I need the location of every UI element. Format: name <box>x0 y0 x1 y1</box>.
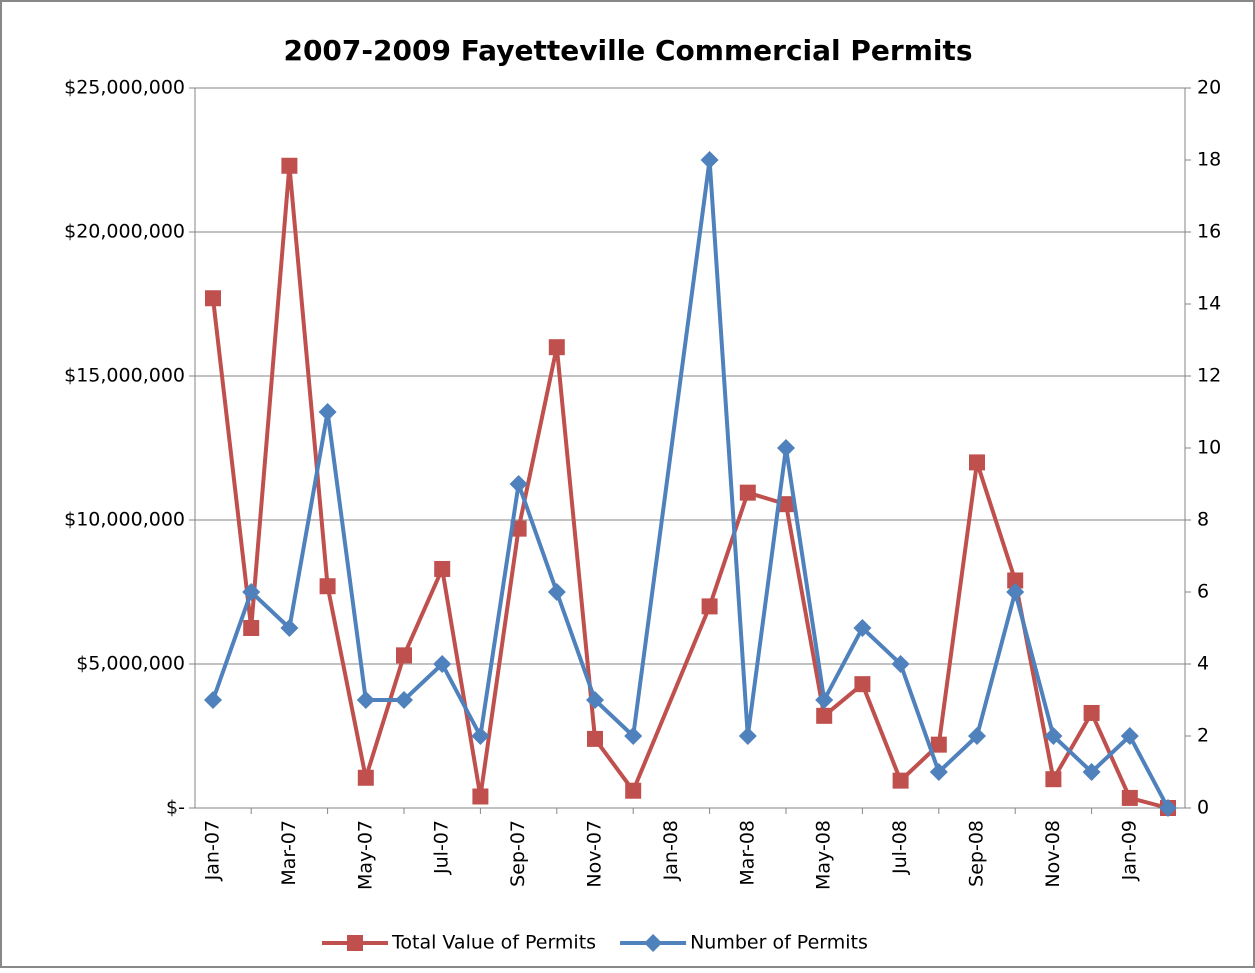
y2-tick-label: 14 <box>1197 293 1221 315</box>
marker <box>472 788 489 805</box>
y2-tick-label: 16 <box>1197 221 1221 243</box>
x-tick-label: May-08 <box>813 820 835 890</box>
y2-tick-label: 0 <box>1197 797 1209 819</box>
x-tick-label: Mar-07 <box>278 820 300 886</box>
x-tick-label: Jul-08 <box>889 820 911 875</box>
marker <box>968 727 986 745</box>
y2-tick-label: 2 <box>1197 725 1209 747</box>
marker <box>969 454 985 471</box>
marker <box>701 598 718 615</box>
marker <box>1083 704 1100 721</box>
marker <box>1082 763 1101 781</box>
x-tick-label: Jan-07 <box>202 820 224 881</box>
y2-tick-label: 12 <box>1197 365 1221 387</box>
marker <box>242 583 261 601</box>
y2-tick-label: 4 <box>1197 653 1209 675</box>
marker <box>357 769 374 786</box>
marker <box>318 403 337 421</box>
marker <box>891 655 910 673</box>
y-tick-label: $25,000,000 <box>64 77 185 99</box>
x-tick-label: Jul-07 <box>431 820 453 875</box>
x-tick-label: May-07 <box>354 820 376 890</box>
marker <box>204 691 222 709</box>
marker <box>396 647 412 664</box>
legend-label: Number of Permits <box>690 932 868 954</box>
marker <box>739 484 756 501</box>
marker <box>356 691 375 709</box>
y2-tick-label: 20 <box>1197 77 1221 99</box>
marker <box>777 439 795 457</box>
marker <box>738 727 757 745</box>
marker <box>930 736 947 753</box>
marker <box>280 619 299 637</box>
marker <box>547 583 566 601</box>
marker <box>205 290 221 307</box>
marker <box>471 727 490 745</box>
marker <box>319 578 336 595</box>
marker <box>625 782 642 799</box>
marker <box>1121 789 1138 806</box>
marker <box>854 676 871 693</box>
x-tick-label: Sep-07 <box>507 820 529 887</box>
marker <box>1120 727 1139 745</box>
y-tick-label: $10,000,000 <box>64 509 185 531</box>
marker <box>548 339 565 356</box>
marker <box>644 934 663 952</box>
legend-label: Total Value of Permits <box>391 932 596 954</box>
marker <box>892 772 909 789</box>
marker <box>815 691 834 709</box>
marker <box>816 707 833 724</box>
y2-tick-label: 8 <box>1197 509 1209 531</box>
y2-tick-label: 10 <box>1197 437 1221 459</box>
x-tick-label: Jan-09 <box>1118 820 1140 881</box>
x-tick-label: Sep-08 <box>966 820 988 887</box>
marker <box>586 691 604 709</box>
marker <box>587 730 603 747</box>
marker <box>1159 799 1177 817</box>
marker <box>281 157 298 174</box>
marker <box>434 560 451 577</box>
marker <box>700 151 719 169</box>
x-tick-label: Jan-08 <box>660 820 682 881</box>
y-tick-label: $5,000,000 <box>76 653 185 675</box>
y-tick-label: $20,000,000 <box>64 221 185 243</box>
marker <box>853 619 872 637</box>
marker <box>509 475 528 493</box>
y2-tick-label: 6 <box>1197 581 1209 603</box>
y-tick-label: $- <box>166 797 185 819</box>
marker <box>1007 572 1024 589</box>
marker <box>1044 727 1063 745</box>
marker <box>1006 583 1025 601</box>
marker <box>929 763 948 781</box>
marker <box>347 935 363 951</box>
x-tick-label: Nov-08 <box>1042 820 1064 888</box>
x-tick-label: Mar-08 <box>736 820 758 886</box>
marker <box>395 691 413 709</box>
marker <box>510 520 527 537</box>
y2-tick-label: 18 <box>1197 149 1221 171</box>
y-tick-label: $15,000,000 <box>64 365 185 387</box>
marker <box>433 655 452 673</box>
chart-title: 2007-2009 Fayetteville Commercial Permit… <box>283 34 972 67</box>
marker <box>1045 771 1062 788</box>
marker <box>243 620 260 636</box>
marker <box>624 727 643 745</box>
marker <box>778 496 794 513</box>
x-tick-label: Nov-07 <box>584 820 606 888</box>
